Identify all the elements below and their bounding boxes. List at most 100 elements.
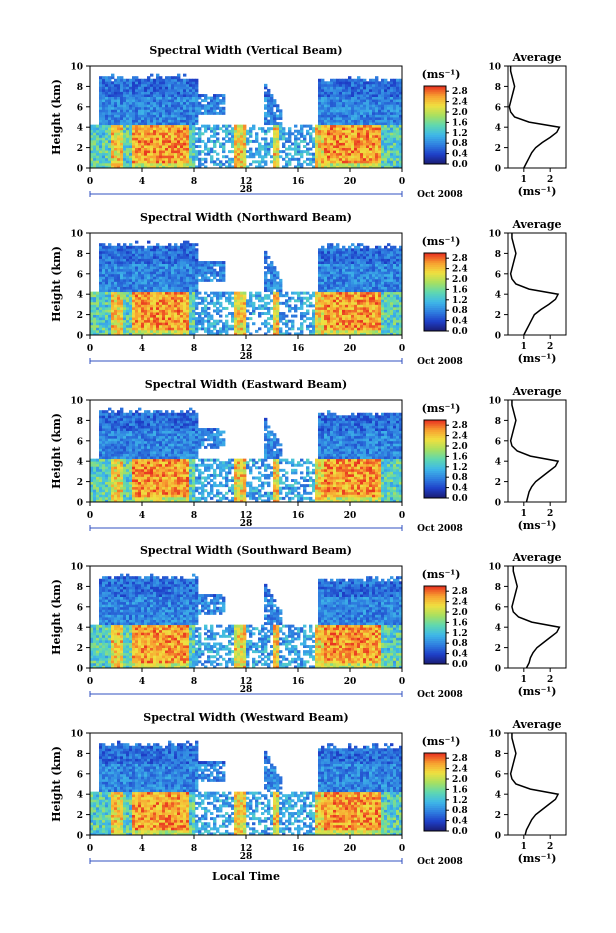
heatmap-cell — [201, 302, 204, 305]
heatmap-cell — [189, 248, 192, 251]
heatmap-cell — [192, 266, 195, 269]
heatmap-cell — [177, 150, 180, 153]
average-title: Average — [511, 51, 561, 64]
heatmap-cell — [177, 79, 180, 82]
heatmap-cell — [336, 315, 339, 318]
heatmap-cell — [324, 86, 327, 89]
heatmap-cell — [168, 259, 171, 262]
heatmap-cell — [219, 304, 222, 307]
heatmap-cell — [330, 117, 333, 120]
heatmap-cell — [246, 299, 249, 302]
heatmap-cell — [99, 312, 102, 315]
heatmap-cell — [342, 132, 345, 135]
heatmap-cell — [201, 320, 204, 323]
heatmap-cell — [90, 143, 93, 146]
heatmap-cell — [360, 92, 363, 95]
heatmap-cell — [147, 160, 150, 163]
heatmap-cell — [372, 102, 375, 105]
heatmap-cell — [144, 114, 147, 117]
heatmap-cell — [201, 297, 204, 300]
heatmap-cell — [129, 304, 132, 307]
heatmap-cell — [318, 322, 321, 325]
heatmap-cell — [375, 92, 378, 95]
heatmap-cell — [306, 292, 309, 295]
heatmap-cell — [144, 109, 147, 112]
heatmap-cell — [120, 143, 123, 146]
heatmap-cell — [381, 92, 384, 95]
heatmap-cell — [135, 297, 138, 300]
heatmap-cell — [210, 261, 213, 264]
heatmap-cell — [327, 114, 330, 117]
heatmap-cell — [339, 315, 342, 318]
heatmap-cell — [159, 304, 162, 307]
heatmap-cell — [177, 120, 180, 123]
heatmap-cell — [120, 299, 123, 302]
heatmap-cell — [102, 104, 105, 107]
heatmap-cell — [231, 158, 234, 161]
heatmap-cell — [336, 132, 339, 135]
heatmap-cell — [357, 104, 360, 107]
heatmap-cell — [123, 140, 126, 143]
heatmap-cell — [180, 89, 183, 92]
heatmap-cell — [180, 104, 183, 107]
heatmap-cell — [330, 251, 333, 254]
heatmap-cell — [111, 246, 114, 249]
heatmap-cell — [135, 312, 138, 315]
heatmap-cell — [321, 79, 324, 82]
heatmap-cell — [345, 256, 348, 259]
heatmap-cell — [384, 79, 387, 82]
heatmap-cell — [123, 130, 126, 133]
heatmap-cell — [126, 310, 129, 313]
heatmap-cell — [270, 117, 273, 120]
heatmap-cell — [222, 109, 225, 112]
heatmap-cell — [327, 251, 330, 254]
heatmap-cell — [141, 148, 144, 151]
heatmap-cell — [312, 140, 315, 143]
heatmap-cell — [333, 112, 336, 115]
heatmap-cell — [174, 155, 177, 158]
heatmap-cell — [348, 330, 351, 333]
heatmap-cell — [348, 97, 351, 100]
heatmap-cell — [180, 320, 183, 323]
heatmap-cell — [384, 127, 387, 130]
heatmap-cell — [345, 112, 348, 115]
heatmap-cell — [153, 294, 156, 297]
heatmap-cell — [375, 107, 378, 110]
heatmap-cell — [150, 261, 153, 264]
heatmap-cell — [330, 107, 333, 110]
heatmap-cell — [99, 104, 102, 107]
heatmap-cell — [93, 312, 96, 315]
heatmap-cell — [288, 297, 291, 300]
heatmap-cell — [195, 127, 198, 130]
heatmap-cell — [189, 150, 192, 153]
heatmap-cell — [153, 256, 156, 259]
heatmap-cell — [270, 264, 273, 267]
heatmap-cell — [222, 274, 225, 277]
heatmap-cell — [117, 312, 120, 315]
heatmap-cell — [189, 104, 192, 107]
heatmap-cell — [132, 148, 135, 151]
heatmap-cell — [168, 135, 171, 138]
heatmap-cell — [366, 120, 369, 123]
heatmap-cell — [258, 307, 261, 310]
heatmap-cell — [315, 294, 318, 297]
heatmap-cell — [330, 325, 333, 328]
heatmap-cell — [114, 117, 117, 120]
heatmap-cell — [195, 271, 198, 274]
heatmap-cell — [372, 143, 375, 146]
heatmap-cell — [123, 97, 126, 100]
heatmap-cell — [102, 246, 105, 249]
heatmap-cell — [351, 99, 354, 102]
heatmap-cell — [96, 302, 99, 305]
heatmap-cell — [117, 304, 120, 307]
heatmap-cell — [120, 315, 123, 318]
heatmap-cell — [339, 259, 342, 262]
heatmap-cell — [174, 104, 177, 107]
heatmap-cell — [105, 104, 108, 107]
heatmap-cell — [387, 130, 390, 133]
heatmap-cell — [345, 97, 348, 100]
heatmap-cell — [150, 89, 153, 92]
heatmap-cell — [282, 312, 285, 315]
heatmap-cell — [114, 325, 117, 328]
heatmap-cell — [102, 281, 105, 284]
